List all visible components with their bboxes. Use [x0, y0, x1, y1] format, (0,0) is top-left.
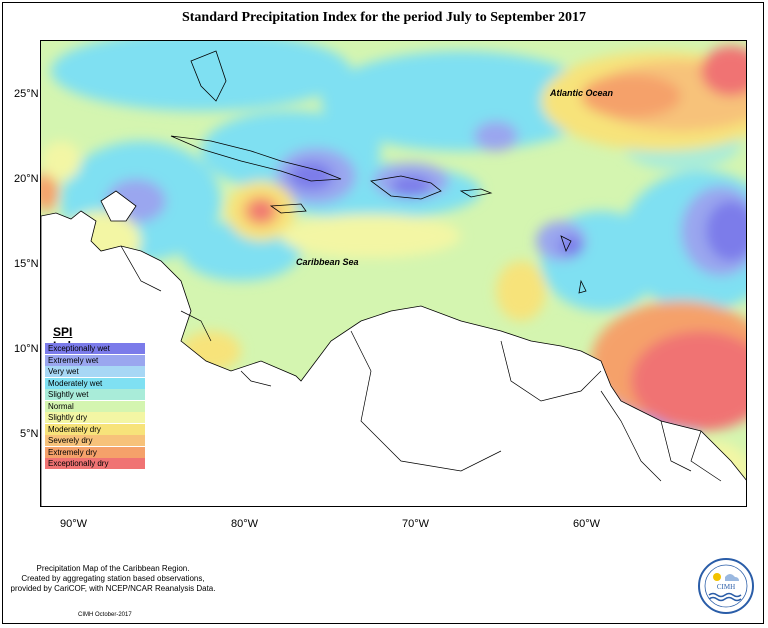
legend-swatch — [45, 377, 145, 389]
land-masses — [41, 190, 746, 506]
atlantic-ocean-label: Atlantic Ocean — [550, 88, 614, 98]
cimh-logo: CIMH — [697, 557, 755, 615]
lon-tick-80w: 80°W — [231, 518, 259, 530]
spi-map-canvas — [41, 41, 746, 506]
footer-line-1: Precipitation Map of the Caribbean Regio… — [36, 564, 190, 573]
legend-swatch — [45, 435, 145, 446]
spi-map — [40, 40, 747, 507]
legend-swatch — [45, 366, 145, 377]
legend-swatch — [45, 389, 145, 400]
legend-swatch — [45, 446, 145, 458]
legend-swatch — [45, 343, 145, 354]
lon-tick-60w: 60°W — [573, 518, 601, 530]
legend-label: Normal — [48, 401, 74, 411]
legend-swatch — [45, 458, 145, 469]
lat-tick-15n: 15°N — [14, 258, 39, 270]
legend-label: Exceptionally dry — [48, 459, 109, 468]
legend-swatch — [45, 400, 145, 412]
island-outlines — [170, 50, 587, 294]
legend-label: Severely dry — [48, 436, 93, 445]
caribbean-sea-label: Caribbean Sea — [296, 257, 359, 267]
lat-tick-25n: 25°N — [14, 88, 39, 100]
legend-swatch — [45, 354, 145, 366]
footer-line-2: Created by aggregating station based obs… — [21, 574, 205, 583]
footer-note: Precipitation Map of the Caribbean Regio… — [8, 564, 218, 594]
map-title: Standard Precipitation Index for the per… — [181, 10, 587, 25]
legend-swatch — [45, 412, 145, 423]
legend-label: Very wet — [48, 367, 79, 376]
legend-label: Extremely dry — [48, 447, 97, 457]
lon-tick-90w: 90°W — [60, 518, 88, 530]
legend-label: Exceptionally wet — [48, 344, 110, 353]
logo-text: CIMH — [717, 583, 735, 591]
legend-swatch — [45, 423, 145, 435]
legend-label: Extremely wet — [48, 355, 99, 365]
cimh-logo-emblem: CIMH — [698, 558, 754, 614]
spi-field — [41, 41, 746, 506]
footer-line-3: provided by CariCOF, with NCEP/NCAR Rean… — [10, 584, 216, 593]
legend-label: Slightly dry — [48, 413, 88, 422]
lat-tick-5n: 5°N — [20, 428, 39, 440]
country-borders — [120, 245, 722, 482]
legend-label: Slightly wet — [48, 390, 89, 399]
lon-tick-70w: 70°W — [402, 518, 430, 530]
legend-label: Moderately wet — [48, 378, 103, 388]
legend-label: Moderately dry — [48, 424, 101, 434]
lat-tick-10n: 10°N — [14, 343, 39, 355]
lat-tick-20n: 20°N — [14, 173, 39, 185]
credit: CIMH October-2017 — [78, 612, 132, 618]
